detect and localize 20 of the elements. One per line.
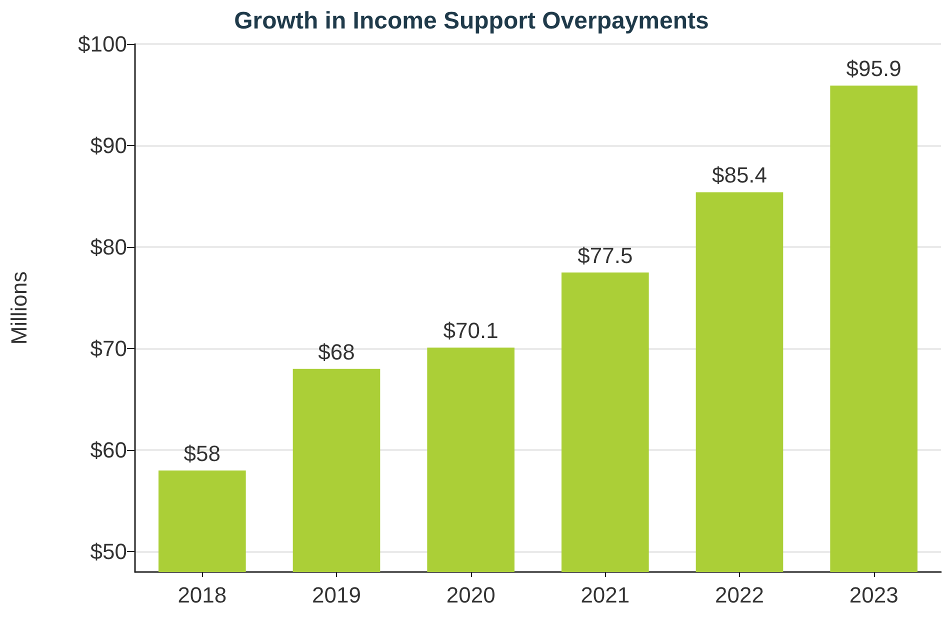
data-label: $70.1 xyxy=(443,318,498,344)
y-tick-label: $90 xyxy=(90,133,127,158)
data-label: $68 xyxy=(318,339,355,364)
x-tick-label: 2023 xyxy=(849,582,898,608)
y-tick-label: $60 xyxy=(90,438,127,463)
x-tick-label: 2021 xyxy=(580,582,630,608)
x-tick-label: 2020 xyxy=(446,582,496,608)
y-tick-label: $50 xyxy=(90,539,127,564)
y-tick-label: $100 xyxy=(78,32,127,56)
y-axis-title: Millions xyxy=(6,271,32,345)
data-label: $95.9 xyxy=(846,56,902,82)
x-tick-label: 2019 xyxy=(312,582,361,608)
data-label: $85.4 xyxy=(712,162,768,188)
y-tick-label: $70 xyxy=(90,336,127,362)
data-label: $58 xyxy=(184,440,221,466)
chart-title: Growth in Income Support Overpayments xyxy=(234,8,709,34)
y-tick-label: $80 xyxy=(90,234,127,260)
x-tick-label: 2022 xyxy=(715,582,764,608)
x-tick-label: 2018 xyxy=(178,582,227,608)
data-label: $77.5 xyxy=(578,242,633,268)
